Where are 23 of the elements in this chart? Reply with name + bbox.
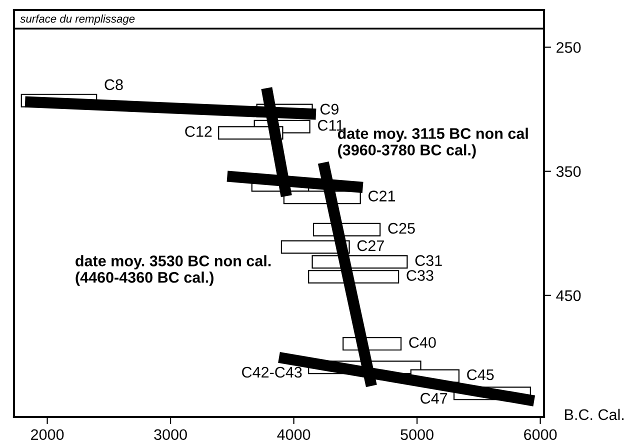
x-tick-label: 2000 [31,429,64,440]
y-tick-label: 250 [556,42,581,53]
data-label: C25 [388,222,415,234]
data-label: C9 [320,104,338,115]
data-label: C31 [415,255,442,266]
data-label: C42-C43 [242,366,302,378]
data-label: C33 [406,270,434,281]
data-label: C40 [409,337,436,348]
data-label: C8 [104,79,123,90]
x-tick-label: 6000 [524,429,557,440]
x-axis-title: B.C. Cal. [565,408,624,420]
data-label: C12 [185,126,212,137]
x-tick-label: 4000 [277,429,310,440]
x-tick-label: 3000 [154,429,187,440]
data-label: C27 [357,240,384,252]
x-tick-label: 5000 [400,429,434,440]
data-label: C21 [368,190,396,202]
annotation: date moy. 3530 BC non cal. (4460-4360 BC cal.) [76,255,271,286]
data-label: C45 [467,369,494,380]
data-label: C47 [420,392,448,404]
ref-line-label: surface du remplissage [20,14,135,25]
y-tick-label: 450 [556,290,581,302]
y-tick-label: 350 [556,166,581,177]
